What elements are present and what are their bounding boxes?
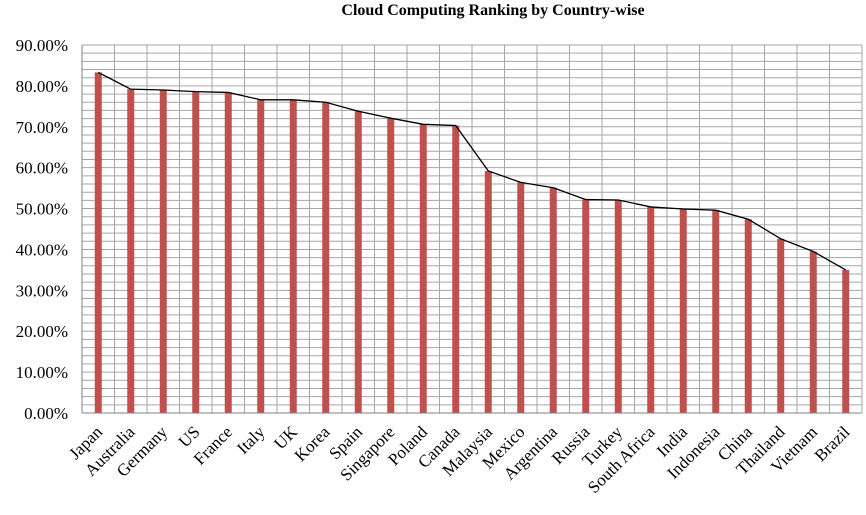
trend-line-path (97, 71, 847, 271)
bar (289, 99, 297, 414)
bar (614, 199, 622, 413)
bar (712, 210, 720, 413)
y-tick-label: 70.00% (16, 118, 68, 137)
bar (192, 91, 200, 413)
y-tick-label: 80.00% (16, 77, 68, 96)
axes (81, 45, 862, 414)
x-tick-label: Korea (291, 422, 334, 465)
bar (419, 124, 427, 413)
bar (842, 269, 850, 413)
bar (809, 251, 817, 413)
bar (484, 170, 492, 413)
chart-title: Cloud Computing Ranking by Country-wise (341, 2, 644, 19)
y-tick-label: 20.00% (16, 322, 68, 341)
bar-series (94, 72, 850, 414)
bar (354, 111, 362, 414)
y-tick-label: 40.00% (16, 240, 68, 259)
bar (744, 219, 752, 413)
y-tick-label: 30.00% (16, 281, 68, 300)
y-tick-label: 0.00% (24, 404, 68, 423)
bar (159, 89, 167, 413)
y-tick-label: 60.00% (16, 159, 68, 178)
bar (94, 72, 102, 413)
bar (387, 118, 395, 414)
bar (452, 125, 460, 413)
bar (224, 92, 232, 413)
bar (679, 208, 687, 413)
bar (517, 182, 525, 413)
y-tick-label: 90.00% (16, 36, 68, 55)
bar (257, 99, 265, 414)
y-axis-tick-labels: 0.00% 10.00% 20.00% 30.00% 40.00% 50.00% 60.00… (16, 36, 68, 423)
bar (647, 206, 655, 413)
bar (322, 102, 330, 413)
bar (549, 187, 557, 413)
trend-line (97, 71, 847, 271)
bar (127, 89, 135, 413)
x-tick-label: Brazil (811, 422, 854, 465)
y-tick-label: 10.00% (16, 363, 68, 382)
x-tick-label: Italy (233, 422, 269, 458)
bar (582, 199, 590, 413)
bar (777, 238, 785, 413)
y-tick-label: 50.00% (16, 200, 68, 219)
